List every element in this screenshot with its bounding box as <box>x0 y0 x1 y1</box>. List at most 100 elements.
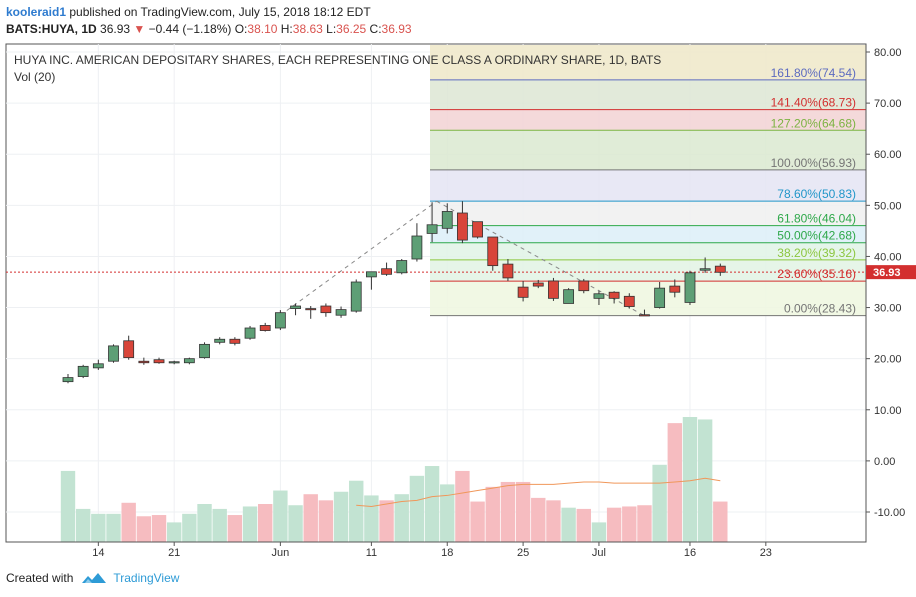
volume-bar <box>682 417 698 542</box>
candle-up <box>92 363 104 369</box>
open-value: 38.10 <box>247 22 278 36</box>
volume-bar <box>333 491 349 542</box>
candle-down <box>639 314 650 317</box>
fib-level-label: 61.80%(46.04) <box>777 212 856 226</box>
publish-line: kooleraid1 published on TradingView.com,… <box>6 4 412 21</box>
volume-bar <box>606 507 622 542</box>
publish-header: kooleraid1 published on TradingView.com,… <box>6 4 412 38</box>
candle-down <box>472 221 483 238</box>
candle-up <box>199 343 210 359</box>
time-tick-label: 18 <box>441 547 453 559</box>
candle-down <box>381 268 392 275</box>
volume-bar <box>182 513 197 542</box>
volume-bar <box>515 481 531 542</box>
candle-up <box>335 309 347 316</box>
candle-down <box>305 308 317 311</box>
fib-zone <box>430 201 866 226</box>
candle-down <box>153 359 165 364</box>
candle-down <box>714 265 726 273</box>
candle-up <box>214 338 226 343</box>
chart-title: HUYA INC. AMERICAN DEPOSITARY SHARES, EA… <box>14 53 661 67</box>
publish-info: published on TradingView.com, July 15, 2… <box>66 5 371 19</box>
volume-bar <box>227 515 243 542</box>
candle-up <box>274 312 286 329</box>
tradingview-link[interactable]: TradingView <box>113 571 180 585</box>
volume-indicator-label: Vol (20) <box>14 70 55 84</box>
fib-level-label: 23.60%(35.16) <box>777 267 856 281</box>
candle-up <box>426 224 438 234</box>
price-tick-label: 60.00 <box>874 149 902 161</box>
volume-bar <box>667 423 682 542</box>
fib-level-label: 141.40%(68.73) <box>771 96 856 110</box>
fib-level-label: 78.60%(50.83) <box>777 187 856 201</box>
fib-level-label: 161.80%(74.54) <box>771 66 856 80</box>
volume-bar <box>273 490 288 542</box>
time-tick-label: Jul <box>592 547 606 559</box>
candle-down <box>623 295 635 307</box>
volume-bar <box>394 494 409 542</box>
open-label: O: <box>234 22 248 36</box>
price-tick-label: 20.00 <box>874 354 902 366</box>
author-link[interactable]: kooleraid1 <box>6 5 67 19</box>
price-chart[interactable]: 161.80%(74.54) 141.40%(68.73) 127.20%(64.6… <box>0 0 916 560</box>
candle-up <box>593 293 605 299</box>
fib-level-label: 50.00%(42.68) <box>777 229 856 243</box>
close-label: C: <box>369 22 382 36</box>
close-value: 36.93 <box>381 22 412 36</box>
volume-bar <box>166 522 182 542</box>
symbol-label: BATS:HUYA, 1D <box>6 22 97 36</box>
candle-down <box>548 280 559 299</box>
fib-zone <box>430 130 866 170</box>
volume-ma-line <box>356 477 721 507</box>
fib-level-label: 38.20%(39.32) <box>777 246 856 260</box>
price-tick-label: 40.00 <box>874 251 902 263</box>
volume-bar <box>75 508 91 542</box>
candle-down <box>259 325 271 331</box>
price-axis <box>866 44 916 542</box>
volume-bar <box>136 516 152 542</box>
price-tick-label: 30.00 <box>874 303 902 315</box>
candle-up <box>77 365 89 377</box>
time-tick-label: 25 <box>517 547 529 559</box>
price-tick-label: 0.00 <box>874 456 895 468</box>
last-price-tag-label: 36.93 <box>873 267 901 279</box>
volume-bar <box>106 513 121 542</box>
candle-down <box>487 236 499 267</box>
candle-up <box>290 305 301 309</box>
volume-bar <box>121 502 136 542</box>
volume-bar <box>713 501 728 542</box>
fib-zone <box>430 242 866 260</box>
candle-up <box>396 260 408 274</box>
fib-zone <box>430 109 866 131</box>
volume-bar <box>91 513 106 542</box>
candle-up <box>350 281 362 312</box>
created-with-label: Created with <box>6 571 74 585</box>
volume-bar <box>652 464 667 542</box>
tradingview-logo-icon <box>82 573 107 583</box>
candle-up <box>62 377 74 383</box>
volume-bar <box>622 506 637 542</box>
volume-bar <box>258 504 273 542</box>
time-tick-label: 23 <box>760 547 772 559</box>
time-tick-label: Jun <box>272 547 290 559</box>
price-tick-label: -10.00 <box>874 507 905 519</box>
fib-zone <box>430 45 866 80</box>
volume-bar <box>531 497 546 542</box>
volume-bar <box>440 484 455 542</box>
time-tick-label: 14 <box>92 547 104 559</box>
volume-bar <box>242 506 258 542</box>
volume-bar <box>455 470 470 542</box>
last-price-tag <box>866 265 916 280</box>
volume-bar <box>60 470 76 542</box>
candle-down <box>578 280 590 292</box>
fib-level-label: 0.00%(28.43) <box>784 302 856 316</box>
time-tick-label: 16 <box>684 547 696 559</box>
volume-bar <box>576 508 591 542</box>
volume-bar <box>379 500 394 542</box>
volume-bar <box>637 505 652 542</box>
last-price: 36.93 <box>100 22 131 36</box>
candle-down <box>229 338 241 344</box>
volume-bar <box>151 515 167 542</box>
volume-bar <box>500 481 516 542</box>
low-label: L: <box>326 22 337 36</box>
